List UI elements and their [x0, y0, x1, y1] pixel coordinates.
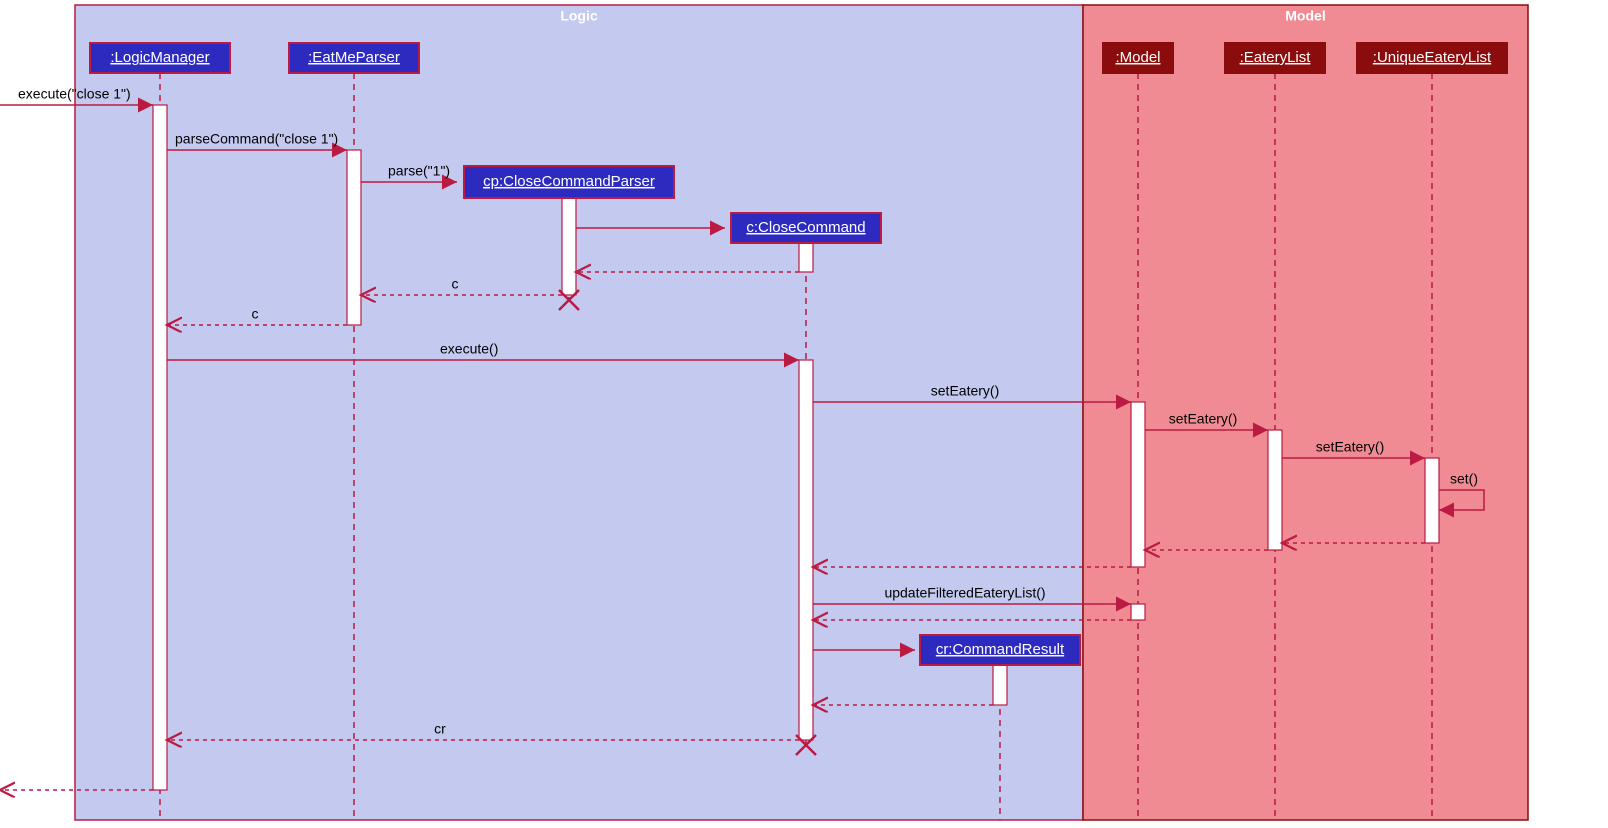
activation-bar — [1268, 430, 1282, 550]
message-label: parseCommand("close 1") — [175, 131, 338, 147]
message-label: c — [252, 306, 259, 322]
activation-bar — [799, 243, 813, 272]
message-label: c — [452, 276, 459, 292]
participant-eateryList-label: :EateryList — [1240, 49, 1312, 66]
frame-logic-title: Logic — [560, 8, 598, 24]
message-label: setEatery() — [931, 383, 999, 399]
activation-bar — [1131, 402, 1145, 567]
activation-bar — [1425, 458, 1439, 543]
activation-bar — [153, 105, 167, 790]
message-label: setEatery() — [1316, 439, 1384, 455]
message-label: cr — [434, 721, 446, 737]
participant-model-label: :Model — [1115, 49, 1160, 66]
message-label: execute() — [440, 341, 498, 357]
activation-bar — [1131, 604, 1145, 620]
frame-model-title: Model — [1285, 8, 1325, 24]
message-label: parse("1") — [388, 163, 450, 179]
participant-logicManager-label: :LogicManager — [110, 49, 209, 66]
activation-bar — [562, 198, 576, 295]
activation-bar — [993, 665, 1007, 705]
participant-eatMeParser-label: :EatMeParser — [308, 49, 400, 66]
frame-model — [1083, 5, 1528, 820]
participant-closeParser-label: cp:CloseCommandParser — [483, 173, 655, 190]
participant-closeCommand-label: c:CloseCommand — [746, 219, 865, 236]
message-label: setEatery() — [1169, 411, 1237, 427]
participant-uniqueEateryList-label: :UniqueEateryList — [1373, 49, 1492, 66]
activation-bar — [347, 150, 361, 325]
participant-commandResult-label: cr:CommandResult — [936, 641, 1065, 658]
message-label: execute("close 1") — [18, 86, 131, 102]
activation-bar — [799, 360, 813, 740]
message-label: set() — [1450, 471, 1478, 487]
message-label: updateFilteredEateryList() — [884, 585, 1045, 601]
frame-logic — [75, 5, 1083, 820]
sequence-diagram: Logic Model execute("close 1") parseCommand… — [0, 0, 1608, 828]
